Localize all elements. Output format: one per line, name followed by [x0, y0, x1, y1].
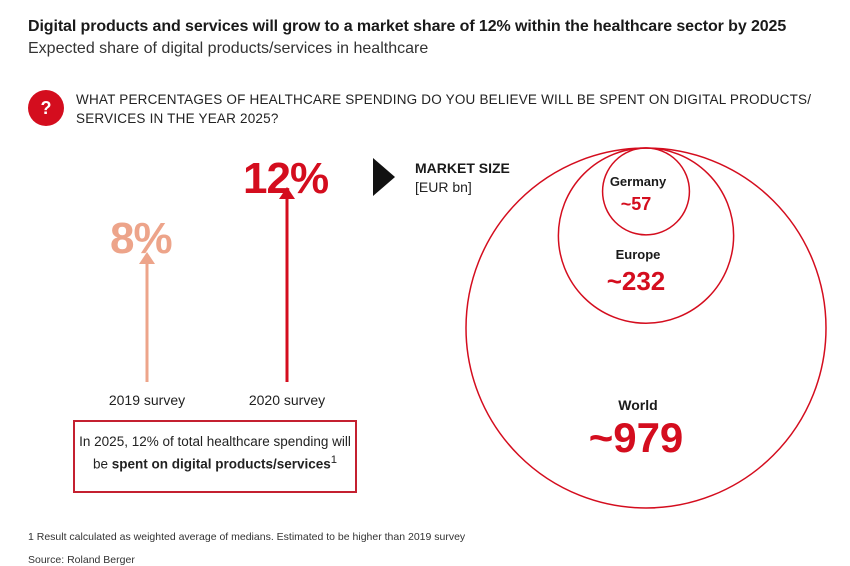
- page-subtitle: Expected share of digital products/servi…: [28, 40, 429, 57]
- source-note: Source: Roland Berger: [28, 554, 135, 566]
- bubble-label-world: World: [618, 397, 657, 413]
- bubble-value-germany: ~57: [621, 194, 652, 214]
- note-footnote-mark: 1: [330, 454, 338, 466]
- market-size-title: MARKET SIZE: [415, 160, 510, 176]
- market-size-unit: [EUR bn]: [415, 179, 472, 195]
- page-title: Digital products and services will grow …: [28, 18, 787, 35]
- pct-2019-label: 8%: [110, 214, 173, 263]
- summary-note-box: In 2025, 12% of total healthcare spendin…: [73, 420, 357, 493]
- survey-2020-label: 2020 survey: [248, 392, 326, 408]
- survey-2019-label: 2019 survey: [108, 392, 186, 408]
- play-triangle-icon: [373, 158, 395, 196]
- survey-question: WHAT PERCENTAGES OF HEALTHCARE SPENDING …: [76, 92, 812, 126]
- arrow-up-icon: [139, 252, 155, 264]
- bubble-value-world: ~979: [589, 414, 684, 461]
- question-icon: ?: [28, 90, 64, 126]
- bubble-value-europe: ~232: [607, 266, 666, 296]
- bubble-label-germany: Germany: [610, 174, 667, 189]
- bubble-label-europe: Europe: [616, 247, 661, 262]
- note-bold-text: spent on digital products/services: [111, 456, 331, 472]
- footnote: 1 Result calculated as weighted average …: [28, 531, 466, 543]
- arrow-up-icon: [279, 187, 295, 199]
- note-text: In 2025, 12% of total healthcare spendin…: [79, 434, 351, 472]
- bubble-germany: [601, 147, 691, 236]
